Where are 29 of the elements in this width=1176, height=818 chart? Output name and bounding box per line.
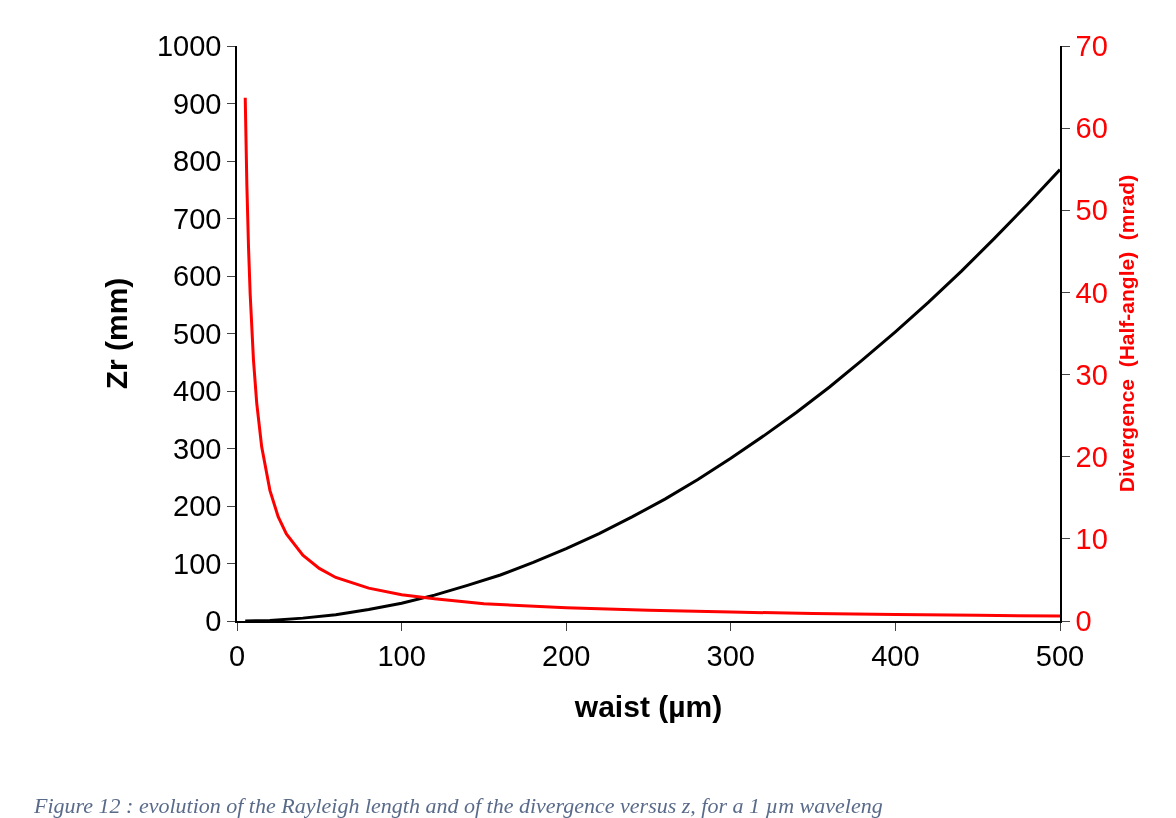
y-tick-label: 800 — [173, 145, 222, 178]
y-tick-label: 300 — [173, 432, 222, 465]
y2-tick-label: 40 — [1075, 276, 1108, 309]
y-tick-label: 400 — [173, 375, 222, 408]
y2-tick-label: 30 — [1075, 358, 1108, 391]
x-tick-label: 200 — [542, 639, 591, 672]
y-tick-label: 600 — [173, 260, 222, 293]
y-tick-label: 1000 — [156, 30, 222, 63]
y2-tick-label: 20 — [1075, 440, 1108, 473]
x-tick-label: 300 — [706, 639, 755, 672]
y2-tick-label: 0 — [1075, 605, 1092, 638]
y-tick-label: 100 — [173, 547, 222, 580]
y2-axis-title: Divergence (Half-angle) (mrad) — [1114, 174, 1138, 493]
x-tick-label: 100 — [377, 639, 426, 672]
y-tick-label: 200 — [173, 490, 222, 523]
y-tick-label: 500 — [173, 317, 222, 350]
caption: Figure 12 : evolution of the Rayleigh length and of the divergence versus z, for a 1 µm waveleng — [33, 793, 883, 818]
y-tick-label: 0 — [205, 605, 222, 638]
y2-tick-label: 50 — [1075, 194, 1108, 227]
y2-tick-label: 70 — [1075, 30, 1108, 63]
y2-tick-label: 60 — [1075, 112, 1108, 145]
y-tick-label: 700 — [173, 202, 222, 235]
y-axis-title: Zr (mm) — [100, 277, 134, 390]
y-tick-label: 900 — [173, 87, 222, 120]
x-axis-title: waist (µm) — [573, 689, 723, 723]
x-tick-label: 400 — [871, 639, 920, 672]
y2-tick-label: 10 — [1075, 523, 1108, 556]
x-tick-label: 500 — [1035, 639, 1085, 672]
x-tick-label: 0 — [228, 639, 246, 672]
